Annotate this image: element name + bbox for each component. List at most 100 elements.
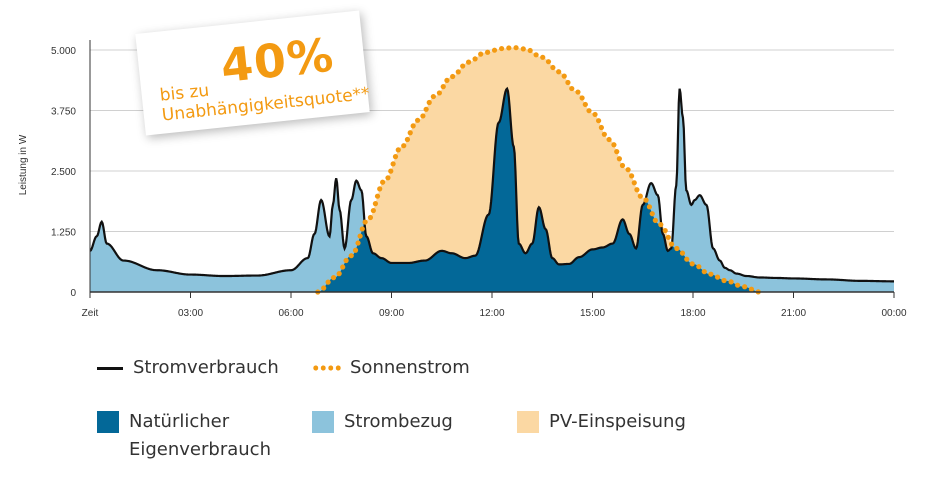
sonnenstrom-dot: [684, 256, 690, 262]
sonnenstrom-dot: [485, 49, 491, 55]
sonnenstrom-dot: [540, 54, 546, 60]
sonnenstrom-dot: [735, 282, 741, 288]
legend-item-eigenverbrauch: Natürlicher Eigenverbrauch: [97, 408, 271, 464]
y-tick-label: 3.750: [51, 107, 76, 118]
sonnenstrom-dot: [440, 84, 446, 90]
sonnenstrom-dot: [348, 253, 354, 259]
area-series: [90, 47, 894, 292]
sonnenstrom-dot: [430, 93, 436, 100]
sonnenstrom-dot: [674, 245, 680, 252]
area-eigenverbrauch: [90, 88, 894, 292]
sonnenstrom-dot: [582, 101, 588, 108]
sonnenstrom-dot: [696, 264, 702, 270]
sonnenstrom-dot: [499, 45, 505, 52]
x-tick-label: Zeit: [82, 308, 99, 319]
sonnenstrom-dot: [614, 149, 620, 155]
series-dots-sonnenstrom: [315, 45, 761, 295]
sonnenstrom-dot: [561, 73, 567, 79]
sonnenstrom-dot: [436, 90, 442, 96]
legend-label-line2: Eigenverbrauch: [129, 439, 271, 460]
sonnenstrom-dot: [545, 59, 552, 65]
sonnenstrom-dot: [491, 47, 498, 53]
sonnenstrom-dot: [410, 123, 416, 129]
sonnenstrom-dot: [444, 77, 450, 83]
sonnenstrom-dot: [652, 217, 658, 223]
sonnenstrom-dot: [455, 69, 461, 75]
sonnenstrom-dot: [388, 168, 394, 174]
legend-line-swatch: [97, 367, 123, 370]
sonnenstrom-dot: [370, 207, 376, 214]
legend-item-pv-einspeisung: PV-Einspeisung: [517, 408, 686, 436]
sonnenstrom-dot: [423, 106, 429, 112]
legend-label: PV-Einspeisung: [549, 411, 686, 432]
axes: 0 1.250 2.500 3.750 5.000 Zeit 03:00 06:00 09:00…: [51, 40, 907, 319]
sonnenstrom-dot: [748, 286, 755, 292]
sonnenstrom-dot: [404, 136, 411, 143]
sonnenstrom-dot: [533, 52, 539, 58]
sonnenstrom-dot: [646, 204, 653, 210]
sonnenstrom-dot: [390, 161, 396, 167]
y-tick-label: 0: [70, 288, 76, 299]
sonnenstrom-dot: [325, 279, 331, 285]
x-tick-label: 09:00: [379, 308, 404, 319]
chart-legend: Stromverbrauch Sonnenstrom Natürlicher E…: [0, 340, 925, 490]
sonnenstrom-dot: [321, 285, 327, 291]
sonnenstrom-dot: [689, 261, 695, 267]
x-tick-label: 03:00: [178, 308, 203, 319]
sonnenstrom-dot: [336, 271, 342, 277]
sonnenstrom-dot: [385, 175, 391, 181]
sonnenstrom-dot: [377, 186, 383, 192]
sonnenstrom-dot: [586, 108, 592, 114]
sonnenstrom-dot: [426, 99, 432, 106]
sonnenstrom-dot: [506, 45, 512, 51]
legend-swatch-light-blue: [312, 411, 334, 433]
sonnenstrom-dot: [527, 47, 533, 54]
sonnenstrom-dot: [601, 131, 607, 137]
sonnenstrom-dot: [565, 79, 571, 86]
line-series: [89, 45, 894, 295]
sonnenstrom-dot: [465, 59, 472, 65]
y-tick-label: 5.000: [51, 46, 76, 57]
x-tick-label: 18:00: [680, 308, 705, 319]
sonnenstrom-dot: [355, 240, 361, 246]
sonnenstrom-dot: [629, 173, 635, 179]
sonnenstrom-dot: [606, 136, 612, 143]
sonnenstrom-dot: [665, 234, 671, 240]
sonnenstrom-dot: [598, 124, 605, 131]
sonnenstrom-dot: [596, 118, 602, 124]
sonnenstrom-dot: [330, 275, 337, 281]
x-tick-label: 21:00: [781, 308, 806, 319]
sonnenstrom-dot: [714, 274, 721, 280]
x-tick-label: 12:00: [479, 308, 504, 319]
legend-label: Sonnenstrom: [350, 357, 470, 378]
sonnenstrom-dot: [372, 201, 379, 207]
sonnenstrom-dot: [472, 56, 478, 62]
sonnenstrom-dot: [367, 214, 374, 221]
sonnenstrom-dot: [362, 219, 368, 225]
sonnenstrom-dot: [579, 95, 585, 101]
y-tick-label: 2.500: [51, 167, 76, 178]
sonnenstrom-dot: [550, 64, 556, 71]
sonnenstrom-dot: [637, 193, 643, 199]
sonnenstrom-dot: [625, 167, 631, 173]
x-tick-label: 06:00: [278, 308, 303, 319]
sonnenstrom-dot: [450, 73, 456, 80]
x-tick-label: 00:00: [881, 308, 906, 319]
area-chart: 0 1.250 2.500 3.750 5.000 Zeit 03:00 06:00 09:00…: [18, 40, 907, 319]
sonnenstrom-dot: [662, 227, 668, 234]
sonnenstrom-dot: [357, 233, 363, 239]
sonnenstrom-dot: [343, 257, 349, 264]
legend-swatch-orange: [517, 411, 539, 433]
sonnenstrom-dot: [592, 111, 598, 118]
sonnenstrom-dot: [359, 226, 365, 232]
sonnenstrom-dot: [631, 180, 637, 186]
legend-label-line1: Natürlicher: [129, 411, 230, 432]
legend-item-stromverbrauch: Stromverbrauch: [97, 354, 279, 382]
legend-item-strombezug: Strombezug: [312, 408, 453, 436]
legend-label: Stromverbrauch: [133, 357, 279, 378]
sonnenstrom-dot: [520, 46, 526, 52]
badge-value: 40%: [218, 27, 337, 94]
legend-label: Strombezug: [344, 411, 453, 432]
sonnenstrom-dot: [611, 142, 617, 148]
sonnenstrom-dot: [643, 197, 649, 203]
